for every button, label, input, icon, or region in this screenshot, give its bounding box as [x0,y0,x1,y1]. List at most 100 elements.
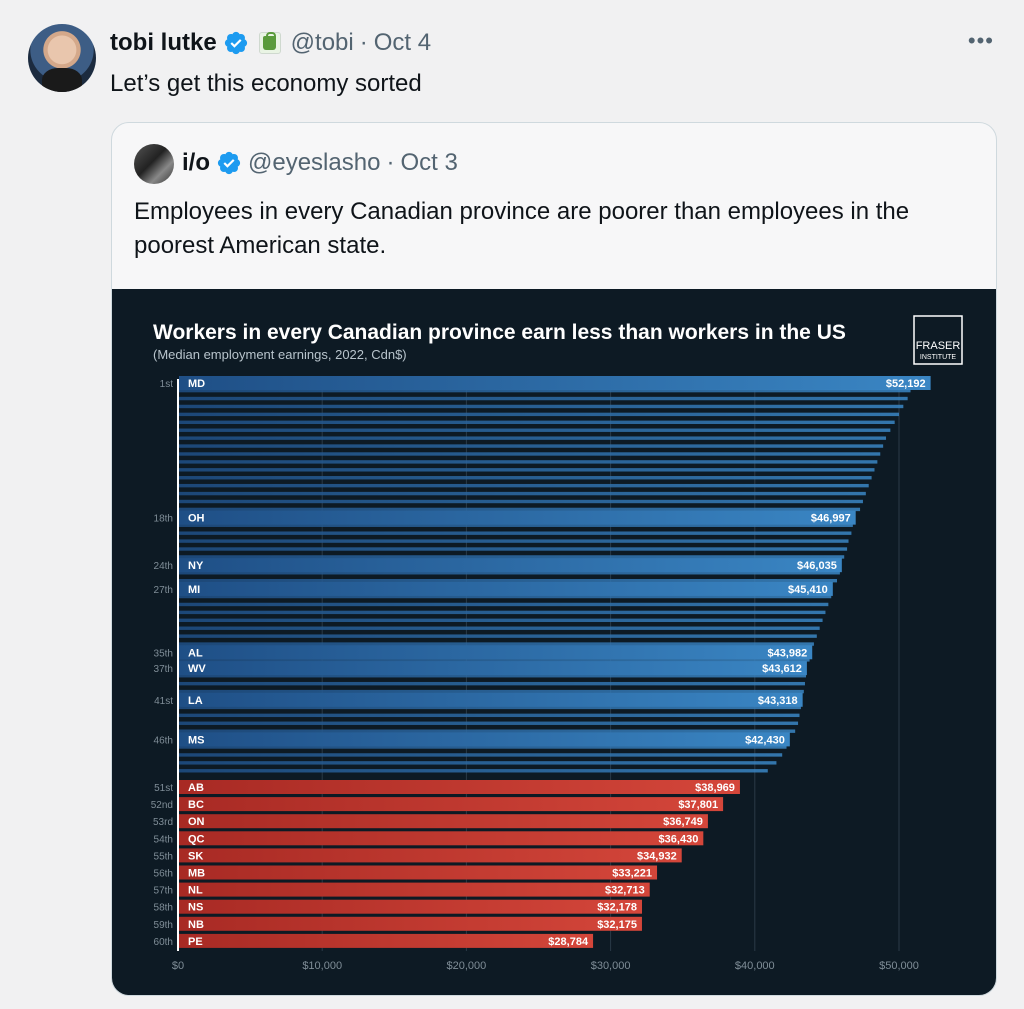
bar-value-label: $43,612 [762,663,802,675]
us-bar [179,539,849,543]
us-bar [179,444,884,448]
fraser-logo-subtext: INSTITUTE [920,354,956,361]
rank-label: 24th [154,561,173,572]
us-bar [179,579,837,583]
rank-label: 52nd [151,800,173,811]
us-bar [179,618,823,622]
canada-bar [179,882,650,897]
us-bar [179,491,866,496]
chart-image[interactable]: Workers in every Canadian province earn … [112,289,996,995]
bar-value-label: $28,784 [548,936,589,948]
rank-label: 37th [154,664,173,675]
bar-value-label: $52,192 [886,378,926,390]
province-code-label: MB [188,868,205,880]
x-tick-label: $40,000 [735,960,775,972]
us-bar [179,412,899,417]
quoted-tweet-text: Employees in every Canadian province are… [134,198,910,259]
us-bar [179,547,848,551]
province-code-label: SK [188,850,203,862]
rank-label: 18th [154,514,173,525]
state-code-label: NY [188,560,204,572]
canada-bar [179,797,724,812]
us-bar [179,460,878,464]
us-bar [179,658,810,662]
us-bar [179,376,931,390]
bar-value-label: $45,410 [788,584,828,596]
rank-label: 56th [154,869,173,880]
state-code-label: MS [188,734,205,746]
canada-bar [179,814,708,829]
x-tick-label: $20,000 [447,960,487,972]
author-handle[interactable]: @tobi [290,29,354,56]
us-bar [179,468,875,472]
canada-bar [179,899,643,914]
rank-label: 53rd [153,817,173,828]
us-bar [179,555,845,559]
bar-value-label: $33,221 [612,868,652,880]
bar-value-label: $46,035 [797,560,837,572]
bar-value-label: $43,318 [758,695,798,707]
separator-dot: · [386,149,395,176]
canada-bar [179,848,682,863]
us-bar [179,388,911,393]
quoted-tweet-header: i/o @eyeslasho · Oct 3 [182,149,458,177]
us-bar [179,452,881,456]
province-code-label: NL [188,885,203,897]
rank-label: 51st [154,783,173,794]
state-code-label: LA [188,695,203,707]
rank-label: 41st [154,696,173,707]
separator-dot: · [359,29,368,56]
bar-value-label: $37,801 [678,799,718,811]
us-bar [179,753,783,757]
state-code-label: MI [188,584,200,596]
us-bar [179,594,832,599]
us-bar [179,674,806,678]
x-tick-label: $50,000 [879,960,919,972]
tweet-date[interactable]: Oct 4 [373,29,432,56]
shopify-affiliate-icon[interactable] [258,32,281,54]
quoted-tweet-date[interactable]: Oct 3 [400,149,458,176]
state-code-label: WV [188,663,206,675]
rank-label: 60th [154,937,173,948]
x-tick-label: $10,000 [302,960,342,972]
rank-label: 46th [154,735,173,746]
quoted-author-name[interactable]: i/o [182,149,210,176]
us-bar [179,507,861,512]
us-bar [179,396,908,401]
earnings-bar-chart: Workers in every Canadian province earn … [151,315,963,972]
us-bar [179,602,829,607]
verified-badge-icon[interactable] [223,30,249,56]
bar-value-label: $32,178 [597,902,637,914]
quoted-author-avatar[interactable] [134,144,174,184]
us-bar [179,610,826,615]
us-bar [179,436,887,440]
x-tick-label: $30,000 [591,960,631,972]
rank-label: 27th [154,585,173,596]
author-avatar[interactable] [28,24,96,92]
chart-title: Workers in every Canadian province earn … [153,321,846,344]
quoted-tweet[interactable]: i/o @eyeslasho · Oct 3 Employees in ever… [111,122,997,996]
us-bar [179,581,833,596]
bar-value-label: $32,713 [605,885,645,897]
us-bar [179,483,869,488]
bar-value-label: $43,982 [767,647,807,659]
quoted-author-handle[interactable]: @eyeslasho [248,149,381,176]
us-bar [179,769,768,773]
canada-bar [179,831,704,846]
us-bar [179,404,904,409]
us-bar [179,420,895,424]
province-code-label: PE [188,936,203,948]
rank-label: 58th [154,903,173,914]
fraser-logo-text: FRASER [916,340,961,352]
us-bar [179,571,840,575]
us-bar [179,626,820,630]
author-name[interactable]: tobi lutke [110,29,217,56]
us-bar [179,510,856,525]
verified-badge-icon[interactable] [216,150,242,176]
us-bar [179,476,872,480]
us-bar [179,642,814,646]
rank-label: 57th [154,886,173,897]
province-code-label: ON [188,816,205,828]
more-options-icon[interactable]: ••• [967,28,994,53]
